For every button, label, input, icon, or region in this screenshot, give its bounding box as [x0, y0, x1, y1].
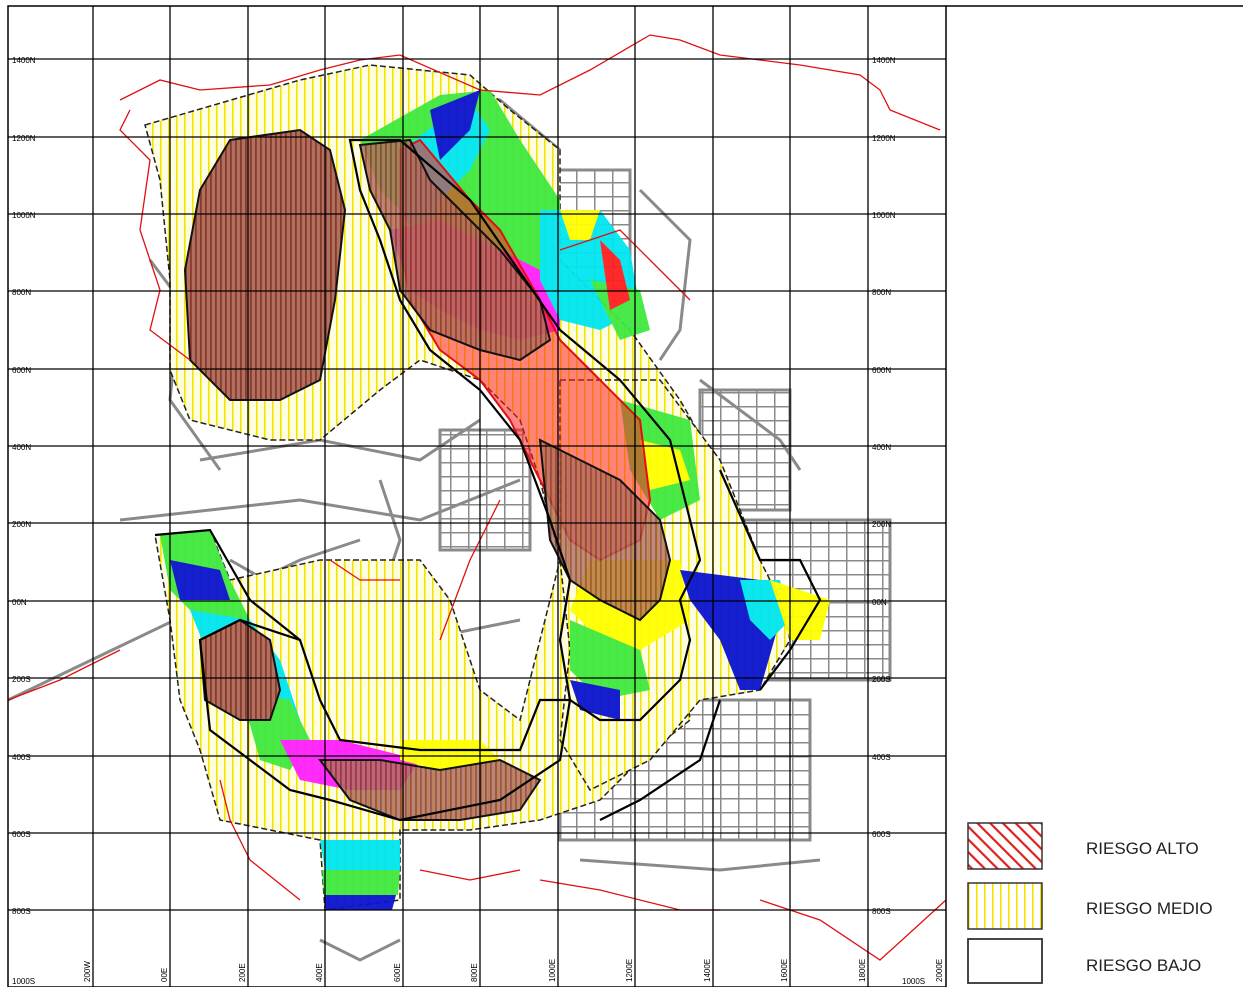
- legend-swatch-high-risk: [967, 822, 1043, 870]
- high-risk-core-east: [538, 438, 672, 622]
- grid-label-1000n: 1000N: [12, 211, 36, 220]
- grid-label-800n: 800N: [12, 288, 31, 297]
- grid-label-00e: 00E: [160, 968, 169, 982]
- grid-label-400s-right: 400S: [872, 753, 891, 762]
- high-risk-core-mid: [358, 138, 552, 362]
- grid-label-1000n-right: 1000N: [872, 211, 896, 220]
- grid-label-1200n: 1200N: [12, 134, 36, 143]
- grid-label-200e: 200E: [238, 963, 247, 982]
- grid-label-00n: 00N: [12, 598, 27, 607]
- grid-label-2000e: 2000E: [935, 959, 944, 982]
- grid-label-400s: 400S: [12, 753, 31, 762]
- grid-label-1200n-right: 1200N: [872, 134, 896, 143]
- northing-labels-left: 1400N 1200N 1000N 800N 600N 400N 200N 00…: [12, 56, 36, 986]
- legend-swatch-medium-risk: [967, 882, 1043, 930]
- grid-label-600e: 600E: [393, 963, 402, 982]
- legend-item-low-risk: RIESGO BAJO: [967, 938, 1201, 984]
- grid-label-600n: 600N: [12, 366, 31, 375]
- grid-label-400n-right: 400N: [872, 443, 891, 452]
- grid-label-1600e: 1600E: [780, 959, 789, 982]
- grid-label-800n-right: 800N: [872, 288, 891, 297]
- northing-labels-right: 1400N 1200N 1000N 800N 600N 400N 200N 00…: [872, 56, 925, 986]
- grid-label-00n-right: 00N: [872, 598, 887, 607]
- high-risk-core-southwest: [198, 618, 282, 721]
- legend-swatch-low-risk: [967, 938, 1043, 984]
- legend-label-high-risk: RIESGO ALTO: [1086, 839, 1199, 858]
- zone-outlines: [154, 138, 822, 822]
- grid-label-1000s-right: 1000S: [902, 977, 925, 986]
- grid-label-200n-right: 200N: [872, 520, 891, 529]
- grid-label-200s-right: 200S: [872, 675, 891, 684]
- easting-labels: 200W 00E 200E 400E 600E 800E 1000E 1200E…: [83, 959, 944, 982]
- grid-label-800e: 800E: [470, 963, 479, 982]
- grid-label-600n-right: 600N: [872, 366, 891, 375]
- grid-label-400n: 400N: [12, 443, 31, 452]
- grid-label-600s-right: 600S: [872, 830, 891, 839]
- map-area: [8, 6, 946, 987]
- grid-label-1000s: 1000S: [12, 977, 35, 986]
- coordinate-grid: [8, 6, 946, 987]
- grid-label-1400n-right: 1400N: [872, 56, 896, 65]
- legend-item-high-risk: RIESGO ALTO: [967, 822, 1199, 870]
- legend: RIESGO ALTO RIESGO MEDIO RIESGO BAJO: [967, 822, 1213, 984]
- property-boundary: [8, 34, 946, 961]
- legend-label-low-risk: RIESGO BAJO: [1086, 956, 1201, 975]
- grid-label-200n: 200N: [12, 520, 31, 529]
- grid-label-1200e: 1200E: [625, 959, 634, 982]
- grid-label-800s-right: 800S: [872, 907, 891, 916]
- grid-label-200s: 200S: [12, 675, 31, 684]
- grid-label-600s: 600S: [12, 830, 31, 839]
- legend-label-medium-risk: RIESGO MEDIO: [1086, 899, 1213, 918]
- grid-label-1000e: 1000E: [548, 959, 557, 982]
- high-risk-core-south: [318, 758, 542, 821]
- grid-label-1400e: 1400E: [703, 959, 712, 982]
- grid-label-800s: 800S: [12, 907, 31, 916]
- legend-item-medium-risk: RIESGO MEDIO: [967, 882, 1213, 930]
- grid-label-200w: 200W: [83, 961, 92, 982]
- grid-label-400e: 400E: [315, 963, 324, 982]
- map-border: [7, 5, 947, 987]
- grid-label-1400n: 1400N: [12, 56, 36, 65]
- grid-label-1800e: 1800E: [858, 959, 867, 982]
